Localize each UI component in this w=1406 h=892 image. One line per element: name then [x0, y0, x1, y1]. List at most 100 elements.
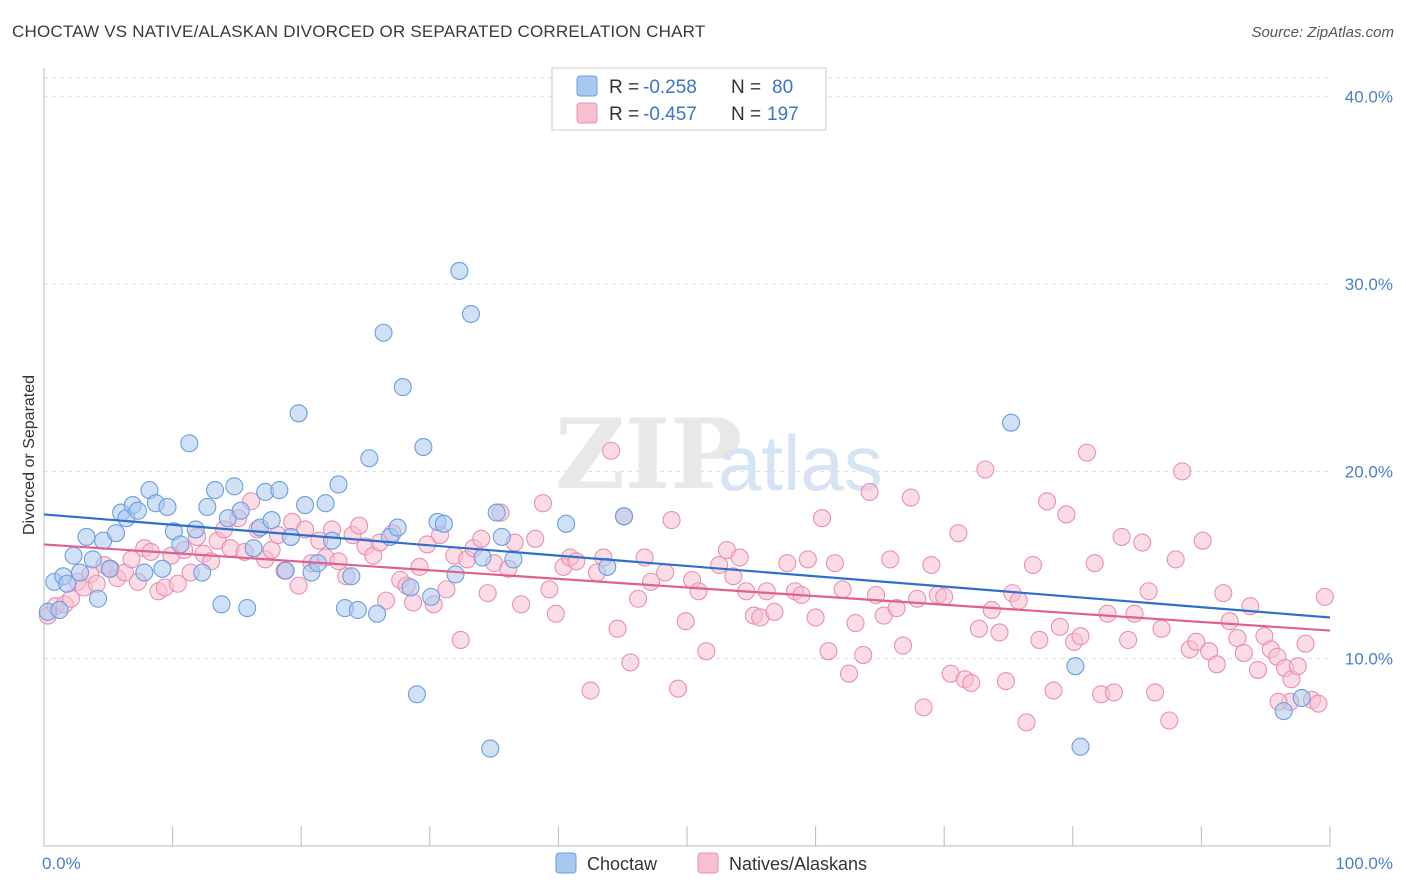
choctaw-point-32: [231, 501, 250, 520]
native-point-122: [901, 488, 920, 507]
axes: [43, 68, 1331, 847]
choctaw-point-65: [461, 304, 481, 324]
choctaw-point-51: [360, 449, 379, 468]
choctaw-point-72: [598, 557, 617, 576]
native-point-98: [730, 548, 749, 567]
choctaw-point-64: [450, 261, 469, 280]
choctaw-point-7: [77, 527, 96, 546]
native-point-77: [567, 552, 586, 571]
native-point-59: [437, 580, 456, 599]
choctaw-point-41: [289, 404, 308, 423]
native-point-149: [1085, 554, 1104, 573]
x-tick-label-100: 100.0%: [1335, 854, 1393, 873]
native-point-102: [757, 582, 776, 601]
choctaw-point-53: [374, 323, 393, 342]
native-point-148: [1077, 443, 1096, 462]
native-point-61: [451, 630, 470, 650]
native-point-90: [668, 679, 688, 698]
native-point-46: [350, 516, 369, 535]
choctaw-point-52: [368, 604, 387, 623]
native-point-164: [1187, 632, 1206, 651]
choctaw-point-74: [1002, 413, 1021, 432]
choctaw-point-6: [70, 563, 90, 582]
choctaw-point-62: [434, 514, 453, 533]
choctaw-point-31: [225, 477, 244, 496]
choctaw-point-20: [153, 559, 172, 578]
choctaw-point-24: [180, 434, 199, 453]
native-point-160: [1160, 711, 1179, 730]
choctaw-point-50: [348, 600, 367, 620]
choctaw-point-40: [281, 527, 300, 546]
trend-line-choctaw: [43, 513, 1331, 619]
native-point-43: [329, 552, 348, 571]
native-point-143: [1044, 681, 1063, 700]
gridlines: [44, 77, 1330, 660]
native-point-89: [662, 511, 681, 530]
legend-swatch-natives: [576, 102, 598, 124]
native-point-169: [1220, 612, 1239, 631]
legend-n-value-natives: 197: [767, 104, 799, 125]
native-point-179: [1288, 657, 1307, 676]
choctaw-point-49: [342, 567, 361, 586]
choctaw-point-58: [407, 685, 426, 704]
native-point-54: [404, 593, 423, 612]
choctaw-point-78: [1292, 688, 1311, 708]
native-point-116: [860, 482, 879, 502]
choctaw-point-76: [1071, 737, 1090, 756]
native-point-55: [410, 557, 429, 576]
native-point-103: [765, 602, 784, 621]
trend-line-natives: [43, 543, 1331, 632]
choctaw-point-55: [388, 518, 407, 537]
choctaw-point-60: [422, 587, 441, 606]
native-point-145: [1057, 505, 1076, 524]
native-point-91: [676, 612, 695, 631]
native-point-168: [1214, 584, 1233, 603]
native-point-133: [976, 460, 995, 479]
native-point-144: [1050, 617, 1069, 636]
legend-box: [551, 67, 827, 131]
native-point-159: [1152, 619, 1171, 638]
native-point-120: [887, 599, 906, 618]
y-tick-label-30: 30.0%: [1345, 275, 1393, 294]
bottom-legend-swatch-natives: [697, 852, 719, 874]
choctaw-point-68: [487, 503, 506, 522]
choctaw-point-59: [414, 437, 433, 457]
native-point-111: [825, 554, 844, 573]
y-tick-label-40: 40.0%: [1345, 88, 1393, 107]
native-point-158: [1146, 683, 1165, 702]
native-point-71: [526, 529, 545, 548]
native-point-138: [1009, 591, 1028, 610]
choctaw-point-63: [446, 565, 465, 584]
bottom-legend-swatch-choctaw: [555, 852, 577, 874]
choctaw-point-21: [158, 497, 177, 517]
legend-n-value-choctaw: 80: [772, 77, 793, 98]
native-point-129: [949, 524, 968, 543]
legend-swatch-choctaw: [576, 75, 598, 97]
choctaw-point-27: [198, 497, 217, 517]
chart-source: Source: ZipAtlas.com: [1251, 24, 1394, 41]
choctaw-point-29: [212, 595, 231, 614]
native-point-135: [990, 623, 1009, 642]
native-point-70: [512, 595, 531, 614]
native-point-134: [982, 600, 1001, 620]
native-point-65: [478, 584, 497, 603]
native-point-151: [1098, 604, 1117, 623]
choctaw-point-26: [193, 563, 212, 582]
choctaw-point-46: [323, 531, 342, 550]
choctaw-point-34: [244, 539, 263, 558]
native-point-154: [1119, 630, 1138, 650]
native-point-107: [798, 550, 817, 569]
native-point-95: [710, 555, 729, 575]
native-point-82: [608, 619, 627, 638]
native-point-162: [1173, 462, 1192, 481]
choctaw-point-28: [205, 481, 225, 500]
y-axis-label: Divorced or Separated: [21, 375, 38, 535]
choctaw-point-73: [614, 507, 634, 526]
native-point-152: [1104, 683, 1124, 702]
choctaw-point-2: [50, 600, 69, 620]
native-point-140: [1023, 555, 1042, 575]
legend-n-label-natives: N =: [731, 104, 761, 125]
choctaw-point-12: [106, 524, 126, 543]
native-point-131: [962, 673, 981, 693]
native-point-88: [656, 563, 675, 582]
